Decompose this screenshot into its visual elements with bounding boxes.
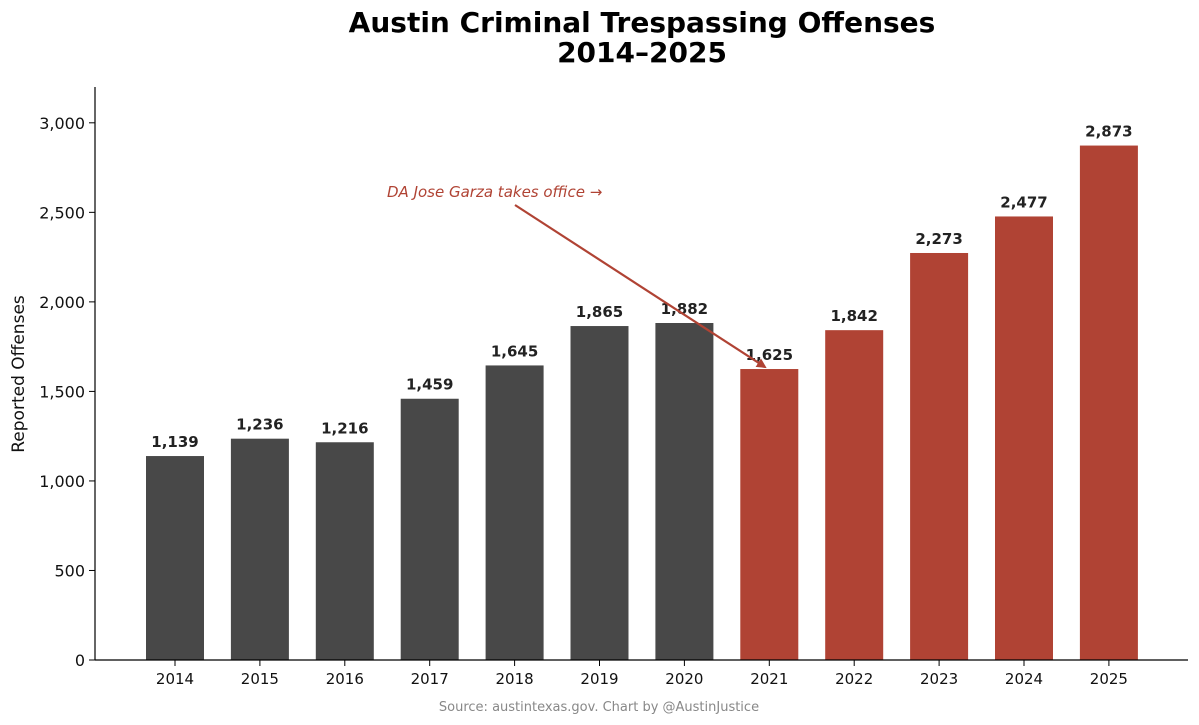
value-label-2018: 1,645 <box>491 342 538 360</box>
value-label-2022: 1,842 <box>830 307 877 325</box>
bar-2014 <box>146 456 204 660</box>
x-tick-label-2016: 2016 <box>326 670 364 688</box>
value-label-2024: 2,477 <box>1000 193 1047 211</box>
value-label-2016: 1,216 <box>321 419 368 437</box>
y-axis-label: Reported Offenses <box>9 295 29 453</box>
y-axis-ticks: 0 500 1,000 1,500 2,000 2,500 3,000 <box>39 114 95 670</box>
y-tick-label: 1,000 <box>39 472 85 491</box>
x-tick-label-2017: 2017 <box>411 670 449 688</box>
x-tick-label-2023: 2023 <box>920 670 958 688</box>
y-tick-label: 3,000 <box>39 114 85 133</box>
y-tick-label: 2,000 <box>39 293 85 312</box>
value-label-2017: 1,459 <box>406 376 453 394</box>
bar-2022 <box>825 330 884 660</box>
y-tick-label: 500 <box>54 561 85 580</box>
x-tick-label-2019: 2019 <box>580 670 618 688</box>
value-label-2020: 1,882 <box>661 300 708 318</box>
x-tick-label-2014: 2014 <box>156 670 194 688</box>
bar-2019 <box>570 326 629 660</box>
y-tick-label: 2,500 <box>39 203 85 222</box>
x-tick-label-2018: 2018 <box>496 670 534 688</box>
chart-title-line1: Austin Criminal Trespassing Offenses <box>349 6 936 39</box>
annotation-arrow <box>514 204 767 369</box>
y-tick-label: 0 <box>75 651 85 670</box>
bar-2017 <box>400 398 459 660</box>
value-label-2025: 2,873 <box>1085 123 1132 141</box>
x-tick-label-2025: 2025 <box>1090 670 1128 688</box>
y-tick-label: 1,500 <box>39 382 85 401</box>
bar-2016 <box>315 442 374 660</box>
x-tick-label-2021: 2021 <box>750 670 788 688</box>
bar-2020 <box>655 323 714 660</box>
value-label-2023: 2,273 <box>915 230 962 248</box>
bar-2021 <box>740 369 799 660</box>
bar-2015 <box>230 438 289 660</box>
source-note: Source: austintexas.gov. Chart by @Austi… <box>439 700 759 715</box>
bar-2018 <box>485 365 544 660</box>
bar-2023 <box>910 252 969 660</box>
annotation-text: DA Jose Garza takes office → <box>387 183 602 201</box>
value-label-2021: 1,625 <box>746 346 793 364</box>
x-tick-label-2024: 2024 <box>1005 670 1043 688</box>
bar-2025 <box>1079 145 1138 660</box>
chart-title-line2: 2014–2025 <box>557 36 727 69</box>
value-label-2015: 1,236 <box>236 416 283 434</box>
value-labels: 1,139 1,236 1,216 1,459 1,645 1,865 1,882 1,625… <box>151 123 1132 451</box>
value-label-2019: 1,865 <box>576 303 623 321</box>
bars <box>146 145 1138 660</box>
x-tick-label-2020: 2020 <box>665 670 703 688</box>
value-label-2014: 1,139 <box>151 433 198 451</box>
x-tick-label-2015: 2015 <box>241 670 279 688</box>
x-axis-ticks: 2014 2015 2016 2017 2018 2019 2020 2021 2022 2023… <box>156 660 1128 688</box>
bar-2024 <box>995 216 1053 660</box>
x-tick-label-2022: 2022 <box>835 670 873 688</box>
